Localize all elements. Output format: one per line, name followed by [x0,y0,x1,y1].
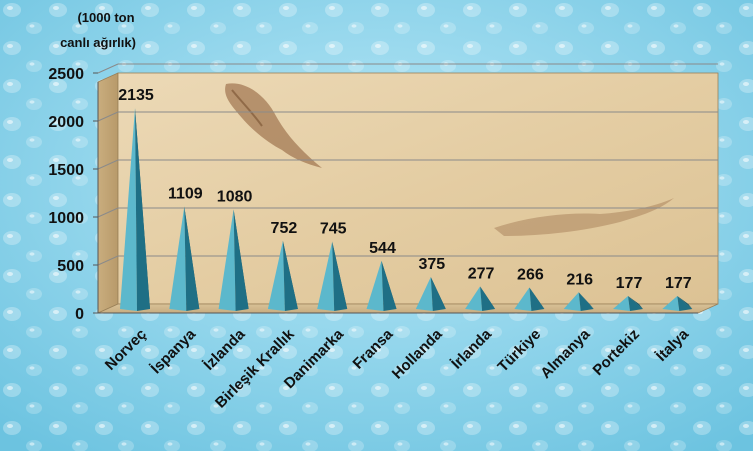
data-label: 1080 [217,188,253,205]
y-tick-label: 2500 [48,66,84,83]
y-tick-label: 1000 [48,210,84,227]
data-label: 2135 [118,87,154,104]
unit-label-line2: canlı ağırlık) [60,35,136,50]
unit-label-line1: (1000 ton [77,10,134,25]
gridlines [97,63,718,266]
data-label: 177 [616,275,643,292]
bar-shaded-face [184,206,200,311]
bar-shaded-face [480,286,496,311]
bar-side-face [578,292,594,309]
bar-front-face [267,240,285,311]
bar-shaded-face [233,209,249,311]
bar-shaded-face [578,292,594,311]
bar-front-face [613,296,630,311]
bar [563,292,594,311]
bar-front-face [514,287,532,311]
bar [366,260,397,311]
bar-front-face [317,241,335,311]
data-label: 177 [665,275,692,292]
bar [317,241,348,311]
data-label: 745 [320,220,347,237]
bar-front-face [366,260,384,311]
data-label: 277 [468,265,495,282]
bar-front-face [465,286,483,311]
bar-front-face [415,277,433,311]
y-axis: 0 500 1000 1500 2000 2500 [48,66,99,323]
bar-shaded-face [529,287,545,311]
bar [662,296,693,311]
bar-shaded-face [135,108,150,311]
gridline-side [97,255,119,266]
gridline-side [97,111,119,122]
gridline-side [97,207,119,218]
bar-shaded-face [381,260,397,311]
bar-shaded-face [332,241,348,311]
data-label: 1109 [168,186,203,203]
fossil-fish-decoration [225,83,674,236]
data-label: 544 [369,240,396,257]
bar [613,296,643,311]
bar [120,108,150,311]
data-label: 266 [517,266,544,283]
bar-shaded-face [628,296,643,311]
bar-front-face [120,108,137,311]
bar [218,209,249,311]
data-label: 216 [566,271,593,288]
y-tick-label: 1500 [48,162,84,179]
bar-front-face [563,292,581,311]
bar [267,240,298,311]
side-wall [97,72,119,314]
data-label: 752 [271,220,298,237]
bar-shaded-face [677,296,693,311]
y-tick-label: 500 [57,258,84,275]
bar [415,277,446,311]
data-labels: 2135 1109 1080 752 745 544 375 277 266 216 177 177 [118,87,692,292]
gridline-side [97,63,119,74]
bar [514,287,545,311]
bar [465,286,496,311]
bar-front-face [662,296,680,311]
bar-front-face [169,206,187,311]
bar-series [120,108,693,311]
y-tick-label: 2000 [48,114,84,131]
bar-shaded-face [430,277,446,311]
bar-shaded-face [282,240,298,311]
bar-front-face [218,209,236,311]
gridline-side [97,159,119,170]
bar [169,206,200,311]
y-tick-label: 0 [75,306,84,323]
data-label: 375 [418,256,445,273]
